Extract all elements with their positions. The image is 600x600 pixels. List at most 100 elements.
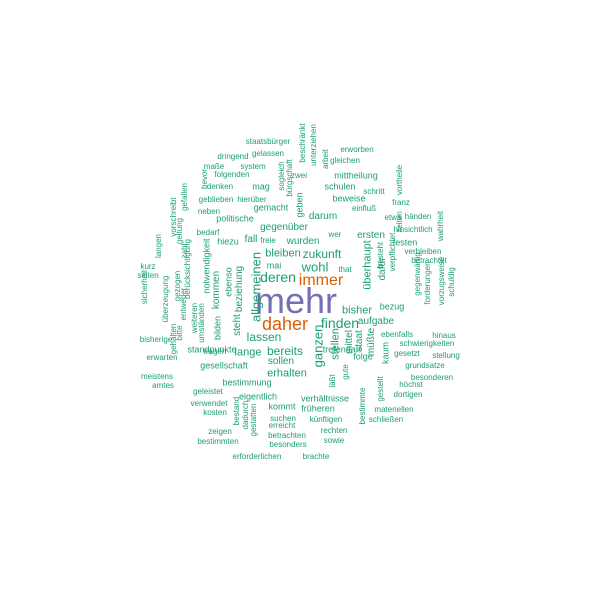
- word-hiezu: hiezu: [217, 236, 239, 247]
- word-gegenwaertig: gegenwärtig: [413, 252, 422, 296]
- word-mai: mai: [266, 260, 282, 271]
- word-bezug: bezug: [379, 301, 405, 312]
- word-bleiben: bleiben: [265, 247, 301, 260]
- word-zukunft: zukunft: [302, 247, 342, 261]
- word-bestand: bestand: [232, 396, 241, 426]
- word-verhaeltnisse: verhältnisse: [300, 393, 350, 404]
- word-aufgabe: aufgabe: [357, 316, 395, 327]
- word-denken: denken: [206, 182, 234, 191]
- word-gezogen: gezogen: [173, 270, 182, 302]
- word-lange: lange: [234, 346, 262, 359]
- word-suchen: suchen: [270, 414, 296, 423]
- word-sowie: sowie: [323, 436, 345, 445]
- word-gleichen: gleichen: [330, 156, 360, 165]
- word-wohl: wohl: [301, 259, 329, 275]
- word-festen: festen: [392, 237, 418, 248]
- word-ebenso: ebenso: [223, 267, 234, 297]
- word-tragen: tragen: [203, 347, 227, 356]
- word-rechten: rechten: [320, 426, 348, 435]
- word-eigentlich: eigentlich: [238, 391, 278, 402]
- word-gefallen: gefallen: [180, 182, 189, 212]
- word-bestimmung: bestimmung: [222, 377, 272, 388]
- word-betrachten: betrachten: [268, 431, 306, 440]
- word-folgenden: folgenden: [214, 170, 250, 179]
- word-kuenftigen: künftigen: [309, 415, 343, 424]
- word-dortigen: dortigen: [393, 390, 423, 399]
- word-vorzugsweise: vorzugsweise: [437, 256, 446, 306]
- word-schliessen: schließen: [368, 415, 404, 424]
- word-geblieben: geblieben: [198, 195, 234, 204]
- word-ersten: ersten: [357, 230, 385, 241]
- word-bereits: bereits: [266, 344, 304, 358]
- word-gute: gute: [341, 364, 350, 380]
- word-erreicht: erreicht: [268, 421, 296, 430]
- word-gegenueber: gegenüber: [260, 222, 308, 233]
- word-dadurch: dadurch: [241, 400, 250, 430]
- word-verwendet: verwendet: [190, 399, 228, 408]
- word-kurz: kurz: [140, 262, 156, 271]
- word-mehr: mehr: [254, 280, 338, 321]
- word-betrachtet: betrachtet: [411, 256, 447, 265]
- word-erforderlichen: erforderlichen: [232, 452, 282, 461]
- word-neben: neben: [197, 207, 221, 216]
- word-bisher: bisher: [342, 304, 372, 317]
- word-hoechst: höchst: [399, 380, 423, 389]
- word-standpunkte: standpunkte: [187, 344, 237, 355]
- word-haenden: händen: [404, 212, 432, 221]
- word-ebenfalls: ebenfalls: [380, 330, 414, 339]
- word-schuldig: schuldig: [447, 267, 456, 297]
- word-arbeit: arbeit: [321, 148, 330, 170]
- word-dringend: dringend: [217, 152, 249, 161]
- word-bevor: bevor: [200, 168, 209, 190]
- word-beweise: beweise: [332, 193, 366, 204]
- word-beziehung: beziehung: [234, 265, 245, 313]
- word-etwa: etwa: [384, 213, 402, 222]
- word-freie: freie: [260, 236, 276, 245]
- word-erhalten: erhalten: [267, 367, 307, 380]
- word-bestimmten: bestimmten: [197, 437, 239, 446]
- word-geleistet: geleistet: [193, 387, 223, 396]
- word-beschraenkt: beschränkt: [298, 123, 307, 163]
- word-fall: fall: [244, 234, 258, 245]
- word-erwarten: erwarten: [146, 353, 178, 362]
- word-umstaenden: umständen: [197, 303, 206, 343]
- word-zwei: zwei: [290, 171, 308, 180]
- word-stellung: stellung: [432, 351, 460, 360]
- word-tretendarf: tretendarf: [322, 344, 362, 355]
- word-mittheilung: mittheilung: [334, 170, 378, 181]
- word-allgemeinen: allgemeinen: [248, 251, 264, 323]
- word-wurden: wurden: [286, 236, 320, 247]
- word-hierueber: hierüber: [237, 195, 267, 204]
- word-gehalten: gehalten: [169, 323, 178, 355]
- word-wer: wer: [328, 230, 342, 239]
- word-gesellschaft: gesellschaft: [200, 360, 248, 371]
- word-system: system: [240, 162, 266, 171]
- word-gestellt: gestellt: [376, 376, 385, 402]
- word-zeigen: zeigen: [208, 427, 232, 436]
- word-darum: darum: [308, 211, 338, 222]
- word-zahl: zahl: [180, 243, 189, 259]
- word-amtes: amtes: [152, 381, 174, 390]
- word-mag: mag: [252, 181, 270, 192]
- word-wahrheit: wahrheit: [436, 210, 445, 242]
- word-materiellen: materiellen: [374, 405, 414, 414]
- word-kommt: kommt: [268, 401, 296, 412]
- word-gelassen: gelassen: [251, 149, 285, 158]
- word-hinsichtlich: hinsichtlich: [393, 225, 433, 234]
- word-staatsbuerger: staatsbürger: [245, 137, 291, 146]
- word-brachte: brachte: [302, 452, 330, 461]
- word-deren: deren: [260, 269, 296, 285]
- word-meistens: meistens: [140, 372, 174, 381]
- word-ueberhaupt: überhaupt: [361, 240, 374, 290]
- word-immer: immer: [298, 272, 344, 289]
- word-bestimmte: bestimmte: [358, 387, 367, 425]
- word-masse: maße: [203, 162, 225, 171]
- word-erworben: erworben: [340, 145, 374, 154]
- word-kommen: kommen: [211, 270, 222, 310]
- word-gesetzt: gesetzt: [394, 349, 420, 358]
- word-kaum: kaum: [380, 341, 391, 365]
- word-that: that: [338, 265, 352, 274]
- word-bisherige: bisherige: [139, 335, 173, 344]
- word-lassen: lassen: [246, 330, 282, 344]
